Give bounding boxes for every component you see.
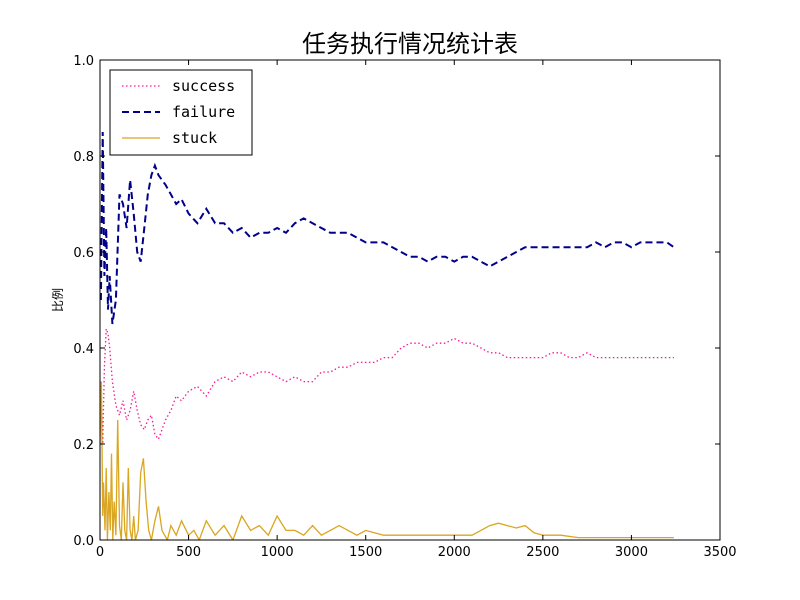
legend-label-success: success xyxy=(172,77,235,95)
series-line-success xyxy=(100,328,674,445)
y-tick-label: 0.8 xyxy=(73,150,94,165)
x-tick-label: 1000 xyxy=(261,545,294,560)
x-tick-label: 500 xyxy=(176,545,201,560)
y-axis-label: 比例 xyxy=(51,288,65,312)
y-tick-label: 0.4 xyxy=(73,342,94,357)
legend-label-stuck: stuck xyxy=(172,129,217,147)
x-tick-label: 0 xyxy=(96,545,104,560)
axes: 0 500 1000 1500 2000 2500 3000 3500 0.0 0.2 0.4 0.6… xyxy=(73,54,736,560)
x-tick-label: 1500 xyxy=(349,545,382,560)
series-line-stuck xyxy=(100,381,674,540)
series-line-failure xyxy=(100,131,675,325)
chart-title: 任务执行情况统计表 xyxy=(302,30,518,58)
plot-area xyxy=(100,131,675,540)
x-tick-label: 2000 xyxy=(438,545,471,560)
y-tick-label: 0.2 xyxy=(73,438,94,453)
axes-frame xyxy=(99,59,721,541)
legend-label-failure: failure xyxy=(172,103,235,121)
x-tick-label: 2500 xyxy=(526,545,559,560)
y-tick-label: 0.0 xyxy=(73,534,94,549)
legend: success failure stuck xyxy=(109,69,253,156)
y-tick-label: 0.6 xyxy=(73,246,94,261)
x-tick-label: 3500 xyxy=(703,545,736,560)
x-tick-label: 3000 xyxy=(615,545,648,560)
y-tick-label: 1.0 xyxy=(73,54,94,69)
